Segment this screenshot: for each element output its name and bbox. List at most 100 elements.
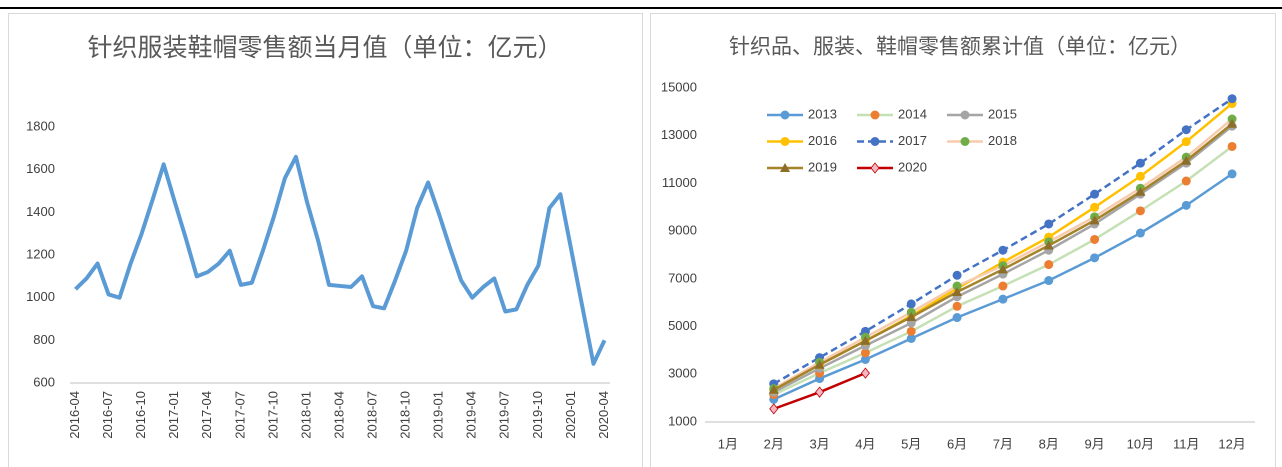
marker: [815, 386, 825, 398]
marker: [997, 264, 1008, 274]
x-tick-label: 11月: [1173, 436, 1200, 451]
marker: [998, 281, 1008, 291]
marker: [1044, 219, 1054, 229]
marker: [906, 326, 916, 336]
marker: [998, 294, 1008, 304]
legend-marker: [960, 110, 970, 120]
y-tick-label: 7000: [668, 270, 697, 285]
legend-marker: [960, 137, 970, 146]
x-tick-label: 2020-04: [596, 391, 611, 439]
y-tick-label: 11000: [662, 175, 697, 190]
x-tick-label: 9月: [1084, 436, 1104, 451]
legend-label: 2016: [808, 133, 837, 148]
x-tick-label: 2018-04: [331, 391, 346, 439]
marker: [860, 367, 870, 379]
chart-title: 针织品、服装、鞋帽零售额累计值（单位：亿元）: [729, 36, 1191, 59]
x-tick-label: 2月: [764, 436, 784, 451]
x-tick-label: 10月: [1127, 436, 1154, 451]
y-tick-label: 1000: [26, 289, 55, 304]
legend-marker: [780, 110, 790, 120]
marker: [1090, 189, 1100, 199]
y-tick-label: 1800: [26, 118, 55, 133]
y-tick-label: 600: [33, 374, 55, 389]
x-tick-label: 5月: [901, 436, 921, 451]
marker: [1135, 158, 1145, 168]
legend-marker: [870, 137, 880, 146]
series-line: [74, 154, 607, 366]
marker: [1181, 125, 1191, 135]
legend-marker: [780, 137, 790, 146]
y-tick-label: 800: [33, 332, 55, 347]
x-tick-label: 2017-01: [166, 391, 181, 439]
marker: [860, 348, 870, 358]
marker: [1090, 253, 1100, 263]
marker: [952, 286, 963, 296]
legend-label: 2015: [988, 106, 1017, 121]
x-tick-label: 8月: [1039, 436, 1059, 451]
right-panel: [650, 13, 1276, 467]
y-tick-label: 1400: [26, 204, 55, 219]
marker: [1135, 206, 1145, 216]
y-tick-label: 13000: [661, 127, 697, 142]
legend-label: 2013: [808, 106, 837, 121]
y-tick-label: 1200: [26, 246, 55, 261]
marker: [1227, 118, 1238, 128]
x-tick-label: 4月: [855, 436, 875, 451]
x-tick-label: 2019-10: [530, 391, 545, 439]
y-tick-label: 1000: [668, 413, 697, 428]
x-tick-label: 2018-01: [298, 391, 313, 439]
x-tick-label: 6月: [947, 436, 967, 451]
marker: [1181, 137, 1191, 147]
marker: [1135, 228, 1145, 238]
x-tick-label: 2019-01: [431, 391, 446, 439]
x-tick-label: 2017-04: [199, 391, 214, 439]
x-tick-label: 2016-04: [67, 391, 82, 439]
marker: [1044, 260, 1054, 270]
x-tick-label: 2017-07: [232, 391, 247, 439]
marker: [1135, 171, 1145, 181]
legend-marker: [780, 163, 790, 172]
x-tick-label: 3月: [809, 436, 829, 451]
marker: [906, 334, 916, 343]
y-tick-label: 3000: [668, 366, 697, 381]
chart-title: 针织服装鞋帽零售额当月值（单位：亿元）: [87, 34, 563, 62]
left-panel: [8, 13, 643, 467]
marker: [1089, 215, 1100, 225]
marker: [906, 312, 917, 322]
marker: [952, 281, 962, 291]
marker: [1227, 141, 1237, 151]
marker: [952, 270, 962, 280]
x-tick-label: 2019-07: [497, 391, 512, 439]
marker: [1181, 200, 1191, 210]
y-tick-label: 5000: [668, 318, 697, 333]
legend-label: 2014: [898, 106, 927, 121]
y-tick-label: 9000: [668, 223, 697, 238]
x-tick-label: 2018-10: [398, 391, 413, 439]
legend-marker: [870, 162, 880, 174]
marker: [952, 313, 962, 323]
legend-label: 2018: [988, 133, 1017, 148]
marker: [1044, 276, 1054, 286]
x-tick-label: 1月: [718, 436, 738, 451]
x-tick-label: 2017-10: [265, 391, 280, 439]
marker: [1227, 94, 1237, 104]
marker: [998, 245, 1008, 255]
marker: [814, 359, 825, 369]
marker: [1135, 186, 1146, 196]
x-tick-label: 2016-10: [133, 391, 148, 439]
marker: [906, 299, 916, 309]
x-tick-label: 2018-07: [364, 391, 379, 439]
marker: [1090, 234, 1100, 244]
x-tick-label: 2016-07: [100, 391, 115, 439]
marker: [860, 354, 870, 364]
x-tick-label: 2019-04: [464, 391, 479, 439]
marker: [1181, 155, 1192, 165]
marker: [860, 335, 871, 345]
y-tick-label: 1600: [26, 161, 55, 176]
marker: [1090, 202, 1100, 212]
legend-label: 2019: [808, 159, 837, 174]
marker: [1227, 169, 1237, 179]
legend-label: 2020: [898, 159, 927, 174]
